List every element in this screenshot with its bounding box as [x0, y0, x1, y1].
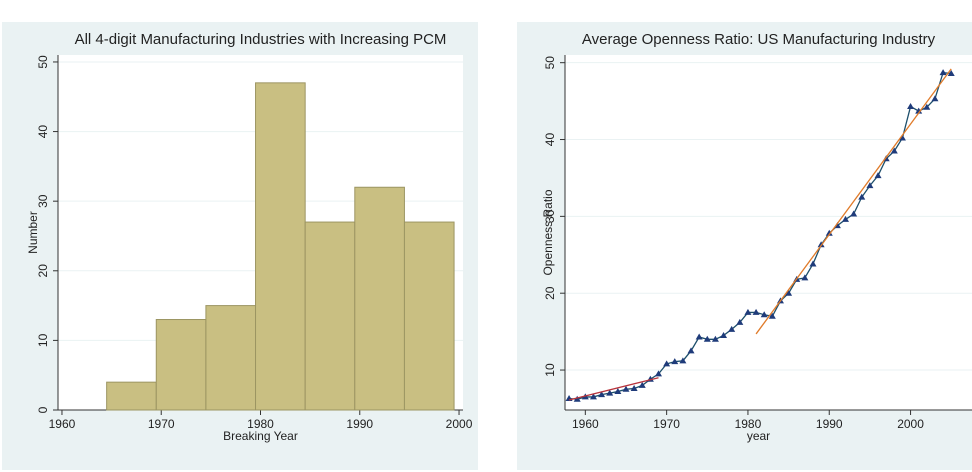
- x-tick-label: 1970: [653, 417, 680, 431]
- marker: [939, 69, 947, 76]
- y-tick-label: 0: [36, 406, 50, 413]
- marker: [655, 370, 663, 377]
- marker: [825, 229, 833, 236]
- marker: [703, 335, 711, 342]
- chart-title: Average Openness Ratio: US Manufacturing…: [582, 31, 936, 48]
- marker: [842, 215, 850, 222]
- marker: [711, 335, 719, 342]
- marker: [866, 182, 874, 189]
- marker: [898, 134, 906, 141]
- marker: [720, 331, 728, 338]
- marker: [638, 381, 646, 388]
- x-tick-label: 1980: [735, 417, 762, 431]
- marker: [687, 347, 695, 354]
- marker: [923, 103, 931, 110]
- y-tick-label: 40: [543, 133, 557, 147]
- marker: [768, 312, 776, 319]
- y-tick-label: 30: [543, 209, 557, 223]
- y-tick-label: 20: [543, 286, 557, 300]
- y-tick-label: 10: [543, 363, 557, 377]
- marker: [622, 385, 630, 392]
- y-axis-label: Openness Ratio: [541, 189, 555, 275]
- marker: [850, 210, 858, 217]
- marker: [890, 147, 898, 154]
- x-axis-label: year: [747, 429, 770, 443]
- bar: [155, 319, 207, 411]
- y-axis-label: Number: [26, 211, 40, 254]
- chart-title: All 4-digit Manufacturing Industries wit…: [75, 31, 447, 48]
- marker: [614, 388, 622, 395]
- bar: [304, 221, 356, 411]
- marker: [606, 389, 614, 396]
- marker: [874, 172, 882, 179]
- line: [755, 68, 952, 335]
- y-tick-label: 50: [36, 55, 50, 69]
- marker: [907, 102, 915, 109]
- y-tick-label: 40: [36, 125, 50, 139]
- marker: [589, 393, 597, 400]
- marker: [736, 318, 744, 325]
- bar: [403, 221, 455, 411]
- marker: [858, 193, 866, 200]
- marker: [695, 333, 703, 340]
- marker: [598, 391, 606, 398]
- line: [568, 377, 659, 401]
- x-tick-label: 1980: [247, 417, 274, 431]
- bar: [205, 305, 257, 411]
- x-tick-label: 1990: [816, 417, 843, 431]
- marker: [931, 95, 939, 102]
- y-tick-label: 30: [36, 194, 50, 208]
- x-axis-label: Breaking Year: [223, 429, 298, 443]
- marker: [760, 311, 768, 318]
- marker: [817, 241, 825, 248]
- x-tick-label: 1990: [346, 417, 373, 431]
- x-tick-label: 2000: [446, 417, 473, 431]
- plot-area: [565, 55, 972, 410]
- bar: [255, 82, 306, 411]
- marker: [785, 289, 793, 296]
- bar: [106, 381, 157, 411]
- bar: [354, 186, 405, 411]
- marker: [663, 360, 671, 367]
- x-tick-label: 1960: [572, 417, 599, 431]
- marker: [679, 357, 687, 364]
- x-tick-label: 1960: [49, 417, 76, 431]
- y-tick-label: 20: [36, 264, 50, 278]
- x-tick-label: 1970: [148, 417, 175, 431]
- marker: [744, 308, 752, 315]
- marker: [915, 107, 923, 114]
- marker: [728, 325, 736, 332]
- marker: [947, 69, 955, 76]
- marker: [809, 260, 817, 267]
- marker: [671, 358, 679, 365]
- marker: [573, 395, 581, 402]
- marker: [630, 384, 638, 391]
- y-tick-label: 10: [36, 333, 50, 347]
- y-tick-label: 50: [543, 56, 557, 70]
- x-tick-label: 2000: [897, 417, 924, 431]
- marker: [752, 308, 760, 315]
- marker: [801, 274, 809, 281]
